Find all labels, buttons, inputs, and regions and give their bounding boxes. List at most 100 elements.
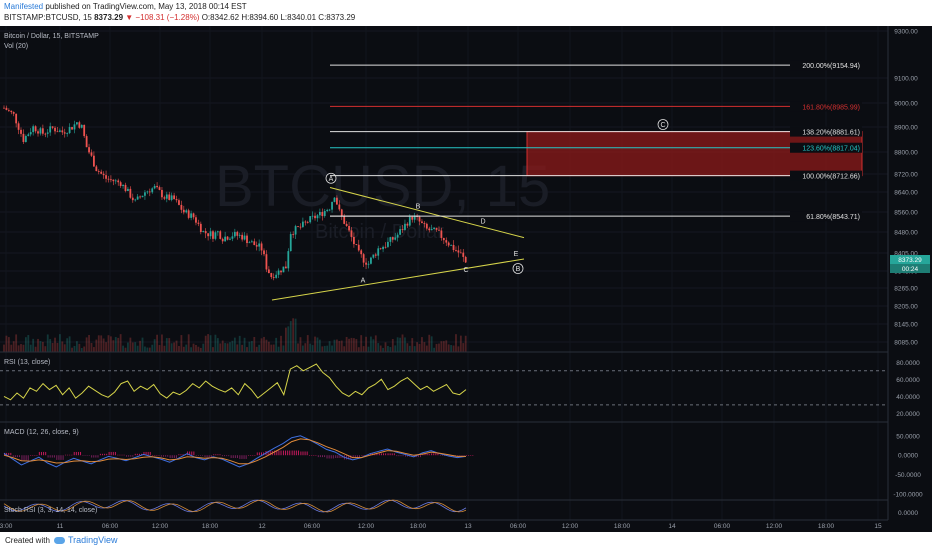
candle-body <box>462 252 465 257</box>
macd-histogram-bar <box>91 455 93 458</box>
candle-body <box>12 112 15 114</box>
fib-level-label: 200.00%(9154.94) <box>802 63 860 70</box>
candle-body <box>61 130 64 133</box>
candle-body <box>348 225 350 231</box>
volume-bar <box>51 342 54 352</box>
price-tick-label: 8205.00 <box>894 304 918 311</box>
volume-bar <box>340 340 343 352</box>
volume-bar <box>233 337 236 352</box>
macd-histogram-bar <box>348 455 350 460</box>
volume-bar <box>117 337 120 352</box>
macd-pane[interactable]: MACD (12, 26, close, 9) <box>0 421 888 468</box>
macd-histogram-bar <box>317 455 319 458</box>
author-link[interactable]: Manifested <box>4 2 44 11</box>
volume-bar <box>12 341 15 352</box>
volume-bar <box>192 343 195 352</box>
tradingview-logo[interactable]: TradingView <box>54 535 118 545</box>
macd-histogram-bar <box>256 452 258 456</box>
volume-bar <box>425 345 428 352</box>
time-tick-label: 06:00 <box>304 523 321 530</box>
volume-bar <box>243 337 246 352</box>
volume-bar <box>122 345 124 352</box>
volume-bar <box>401 334 404 352</box>
macd-histogram-bar <box>297 450 299 456</box>
macd-histogram-bar <box>167 455 169 457</box>
macd-histogram-bar <box>346 455 348 460</box>
fibonacci-levels[interactable]: 200.00%(9154.94) 161.80%(8985.99) 138.20%(… <box>330 60 862 222</box>
macd-histogram-bar <box>14 455 16 458</box>
macd-histogram-bar <box>232 455 234 459</box>
macd-histogram-bar <box>175 455 177 459</box>
target-zone[interactable] <box>526 131 863 177</box>
macd-histogram-bar <box>221 455 223 457</box>
macd-histogram-bar <box>289 450 291 456</box>
volume-bar <box>39 341 42 352</box>
candle-body <box>34 126 37 132</box>
candle-body <box>387 241 389 247</box>
volume-bar <box>438 343 440 352</box>
publication-line: Manifested published on TradingView.com,… <box>4 2 247 11</box>
volume-bar <box>178 346 180 352</box>
macd-histogram-bar <box>199 455 201 456</box>
volume-bar <box>248 341 251 352</box>
macd-histogram-bar <box>387 453 389 456</box>
candle-body <box>27 134 30 137</box>
macd-histogram-bar <box>88 455 90 456</box>
macd-histogram-bar <box>134 453 136 456</box>
candle-body <box>418 216 421 222</box>
wave-circle <box>657 119 669 130</box>
volume-bar <box>73 345 76 352</box>
fib-level-label: 123.60%(8817.04) <box>802 146 860 153</box>
volume-bar <box>304 343 307 352</box>
volume-bar <box>442 341 445 352</box>
fib-label-bg <box>790 142 862 153</box>
chart-canvas[interactable]: BTCUSD, 15 Bitcoin / Dollar A B C D E B C A Bit… <box>0 26 932 532</box>
price-tick-label: 8265.00 <box>894 286 918 293</box>
volume-bar <box>199 347 202 352</box>
volume-bar <box>127 342 129 352</box>
candle-body <box>180 204 183 210</box>
volume-bar <box>447 344 450 352</box>
countdown-badge-value: 00:24 <box>902 266 919 273</box>
macd-histogram-bar <box>324 455 326 458</box>
volume-bar <box>294 318 297 352</box>
volume-bar <box>129 337 132 352</box>
volume-bar <box>134 342 137 352</box>
time-axis[interactable]: 3:00 11 06:00 12:00 18:00 12 06:00 12:00 18:00 13… <box>0 519 932 532</box>
volume-bar <box>353 338 355 352</box>
volume-bar <box>216 338 219 352</box>
time-tick-label: 12:00 <box>358 523 375 530</box>
volume-bar <box>58 334 61 352</box>
volume-bar <box>355 339 358 352</box>
volume-bar <box>156 334 158 352</box>
candle-body <box>338 204 341 210</box>
rsi-pane[interactable]: RSI (13, close) <box>0 351 888 406</box>
volume-bar <box>61 341 64 352</box>
price-tick-label: 8800.00 <box>894 150 918 157</box>
volume-bar <box>319 339 321 352</box>
wave-circle <box>325 172 337 184</box>
stoch-rsi-pane[interactable]: Stoch RSI (3, 3, 14, 14, close) <box>0 499 888 514</box>
candle-body <box>3 107 5 109</box>
macd-histogram-bar <box>67 454 69 456</box>
volume-bar <box>114 337 117 352</box>
volume-bar <box>139 340 141 352</box>
volume-bar <box>297 343 299 352</box>
macd-histogram-bar <box>383 453 385 456</box>
volume-bar <box>336 339 338 352</box>
macd-histogram-bar <box>354 455 356 459</box>
macd-histogram-bar <box>219 454 221 456</box>
price-pane[interactable]: BTCUSD, 15 Bitcoin / Dollar A B C D E B C A Bit… <box>0 26 888 520</box>
volume-bar <box>299 337 302 352</box>
macd-histogram-bar <box>36 455 38 456</box>
macd-histogram-bar <box>335 455 337 459</box>
macd-histogram-bar <box>313 455 315 456</box>
candle-body <box>457 250 460 253</box>
macd-histogram-bar <box>213 454 215 456</box>
candle-body <box>209 231 212 237</box>
volume-bar <box>263 336 265 352</box>
macd-histogram-bar <box>258 452 260 456</box>
volume-bar <box>20 344 22 352</box>
macd-histogram-bar <box>328 455 330 459</box>
candle-body <box>323 210 326 217</box>
